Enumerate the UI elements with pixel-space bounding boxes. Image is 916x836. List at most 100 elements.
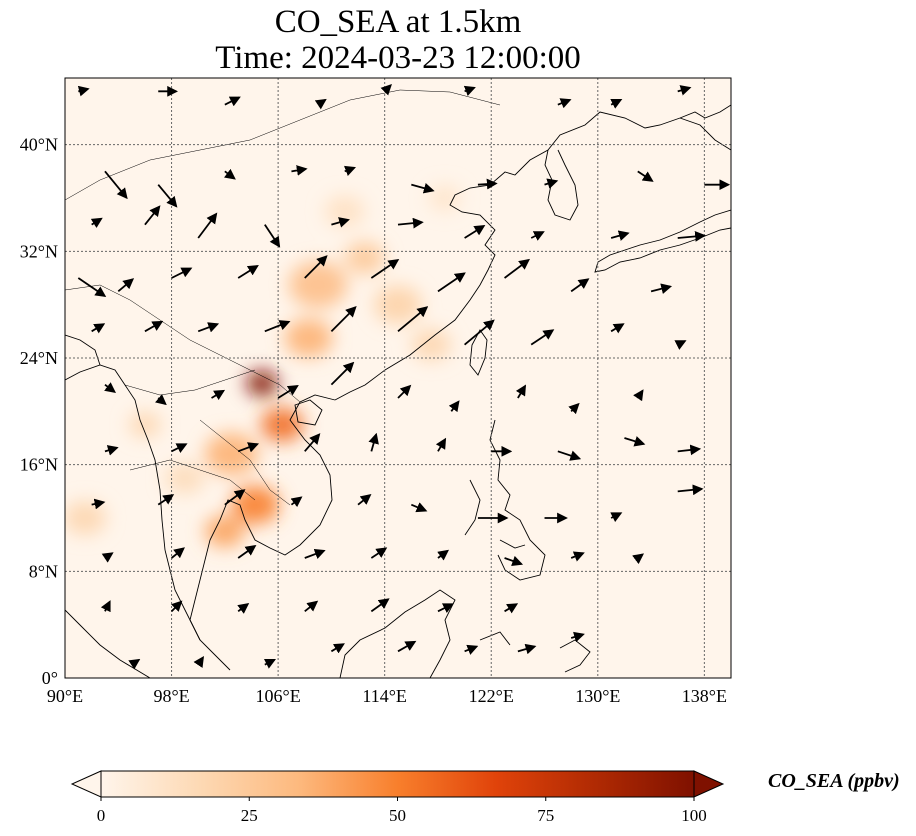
wind-arrow (330, 361, 355, 386)
lat-tick-label: 40°N (20, 135, 58, 155)
wind-arrow (610, 323, 625, 334)
lon-tick-label: 98°E (153, 686, 189, 706)
lon-tick-label: 90°E (47, 686, 83, 706)
co-plume-12 (164, 462, 205, 494)
wind-arrow (610, 99, 623, 109)
wind-arrow (650, 283, 673, 294)
wind-arrow (237, 603, 250, 614)
wind-arrow (504, 603, 519, 614)
lon-tick-label: 114°E (362, 686, 407, 706)
wind-arrow (290, 496, 303, 508)
wind-arrow (677, 85, 692, 96)
wind-arrow (101, 552, 114, 563)
wind-arrow (357, 493, 372, 506)
wind-arrow (624, 436, 646, 447)
map-frame (64, 77, 732, 679)
wind-arrow (517, 643, 537, 655)
wind-arrow (448, 400, 460, 413)
wind-arrow (157, 184, 178, 208)
wind-arrow (224, 96, 241, 107)
wind-arrow (368, 432, 379, 452)
co-plume-11 (65, 500, 107, 536)
lat-tick-label: 24°N (20, 348, 58, 368)
co-plume-13 (324, 195, 365, 228)
wind-arrow (464, 225, 486, 239)
plot-title: CO_SEA at 1.5km Time: 2024-03-23 12:00:0… (0, 4, 796, 76)
wind-arrow (437, 549, 449, 561)
wind-arrow (515, 384, 527, 399)
co-plume-4 (204, 432, 259, 476)
wind-arrow (674, 340, 687, 350)
wind-arrow (437, 272, 466, 293)
wind-arrow (91, 498, 106, 510)
wind-arrow (170, 547, 185, 559)
co-plume-6 (288, 261, 348, 309)
wind-arrow (397, 384, 412, 399)
wind-arrow (330, 643, 345, 654)
lat-tick-label: 32°N (20, 241, 58, 261)
wind-arrow (144, 205, 161, 226)
wind-arrow (343, 165, 357, 176)
wind-arrow (304, 255, 328, 279)
wind-arrow (304, 433, 321, 452)
map-background (65, 78, 731, 678)
wind-arrow (197, 212, 218, 239)
wind-arrow (291, 165, 308, 176)
wind-arrow (264, 320, 291, 333)
lon-tick-label: 122°E (469, 686, 514, 706)
wind-arrow (677, 444, 702, 456)
colorbar-tick-label: 75 (537, 806, 555, 825)
wind-arrow (397, 640, 417, 653)
wind-arrow (557, 98, 572, 109)
wind-arrow (90, 217, 103, 229)
lon-tick-label: 130°E (575, 686, 620, 706)
co-plume-0 (246, 370, 279, 397)
wind-arrow (263, 659, 277, 669)
wind-arrow (568, 402, 580, 415)
wind-arrow (77, 85, 90, 97)
co-plume-1 (260, 407, 304, 442)
wind-arrow (435, 437, 447, 452)
title-line-2: Time: 2024-03-23 12:00:00 (215, 40, 581, 76)
wind-arrow (224, 489, 246, 506)
wind-arrow (304, 600, 319, 613)
colorbar-gradient (100, 770, 695, 798)
wind-arrow (104, 445, 119, 456)
wind-arrow (331, 217, 350, 228)
co-plume-7 (344, 242, 385, 274)
wind-arrow (570, 631, 585, 643)
title-line-1: CO_SEA at 1.5km (274, 4, 522, 40)
lon-tick-label: 106°E (256, 686, 301, 706)
wind-arrow (610, 230, 630, 241)
wind-arrow (530, 231, 545, 241)
wind-arrow (104, 382, 116, 393)
wind-arrow (464, 319, 495, 346)
wind-arrow (637, 170, 654, 182)
wind-arrow (128, 658, 141, 670)
wind-arrow (370, 258, 400, 279)
wind-arrow (380, 84, 392, 96)
co-plume-5 (284, 318, 333, 358)
latitude-tick-labels: 0° 8°N 16°N 24°N 32°N 40°N (20, 135, 58, 688)
wind-arrow (237, 544, 257, 559)
wind-arrow (570, 278, 590, 293)
colorbar-tick-label: 50 (389, 806, 406, 825)
wind-arrow (104, 170, 128, 200)
lon-tick-label: 138°E (682, 686, 727, 706)
wind-arrow (437, 603, 454, 613)
wind-arrow (463, 85, 476, 96)
wind-arrow (397, 217, 424, 229)
wind-arrow (530, 329, 555, 346)
wind-arrow (237, 265, 259, 279)
wind-arrow (91, 323, 106, 334)
wind-arrow (544, 178, 559, 189)
wind-arrow (477, 178, 498, 190)
wind-arrow (77, 277, 107, 298)
colorbar-tick-label: 25 (240, 806, 258, 825)
wind-arrow (197, 322, 220, 333)
wind-arrow (304, 548, 326, 560)
co-plume-3 (204, 515, 245, 548)
wind-arrow (570, 551, 585, 562)
wind-arrow (211, 389, 226, 401)
